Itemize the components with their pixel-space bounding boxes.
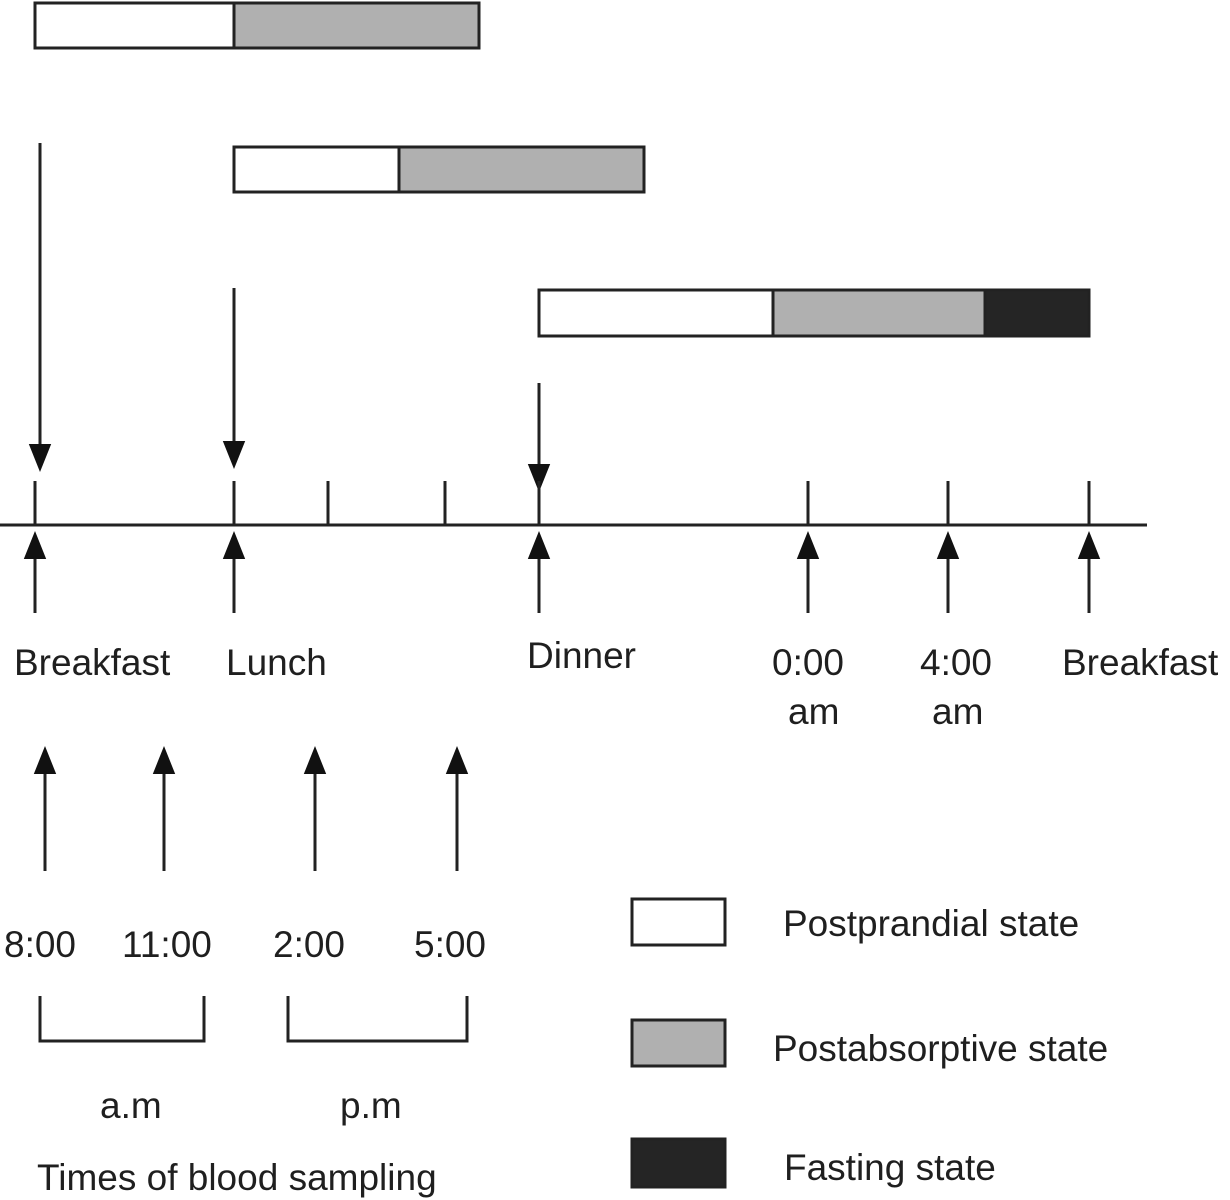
midnight-suffix-label: am bbox=[788, 691, 839, 732]
lunch-state-bar bbox=[232, 145, 646, 194]
sampling-time-11: 11:00 bbox=[122, 924, 212, 965]
am-label: a.m bbox=[100, 1085, 162, 1126]
legend-fasting-swatch bbox=[630, 1137, 727, 1189]
lunch-postabsorptive-segment bbox=[397, 145, 646, 194]
dinner-postprandial-segment bbox=[537, 288, 775, 338]
next-breakfast-label: Breakfast bbox=[1062, 642, 1219, 683]
dinner-label: Dinner bbox=[527, 635, 636, 676]
four-am-suffix-label: am bbox=[932, 691, 983, 732]
four-am-time-label: 4:00 bbox=[920, 642, 992, 683]
sampling-time-5: 5:00 bbox=[414, 924, 486, 965]
legend-postabsorptive-swatch bbox=[630, 1018, 727, 1068]
sampling-time-2: 2:00 bbox=[273, 924, 345, 965]
sampling-time-8: 8:00 bbox=[4, 924, 76, 965]
legend-postabsorptive-label: Postabsorptive state bbox=[773, 1028, 1108, 1069]
lunch-label: Lunch bbox=[226, 642, 327, 683]
legend-postprandial-swatch bbox=[630, 897, 727, 947]
timeline-axis bbox=[0, 481, 1147, 527]
dinner-state-bar bbox=[537, 288, 1091, 338]
lunch-postprandial-segment bbox=[232, 145, 401, 194]
breakfast-postprandial-segment bbox=[33, 1, 236, 50]
breakfast-postabsorptive-segment bbox=[232, 1, 481, 50]
legend-fasting-label: Fasting state bbox=[784, 1147, 996, 1188]
midnight-time-label: 0:00 bbox=[772, 642, 844, 683]
breakfast-label: Breakfast bbox=[14, 642, 171, 683]
dinner-fasting-segment bbox=[983, 288, 1091, 338]
sampling-caption: Times of blood sampling bbox=[37, 1157, 437, 1198]
breakfast-state-bar bbox=[33, 1, 481, 50]
pm-label: p.m bbox=[340, 1085, 402, 1126]
dinner-postabsorptive-segment bbox=[771, 288, 987, 338]
pm-bracket bbox=[286, 996, 469, 1043]
am-bracket bbox=[38, 996, 206, 1043]
legend: Postprandial state Postabsorptive state … bbox=[630, 897, 1108, 1189]
legend-postprandial-label: Postprandial state bbox=[783, 903, 1079, 944]
